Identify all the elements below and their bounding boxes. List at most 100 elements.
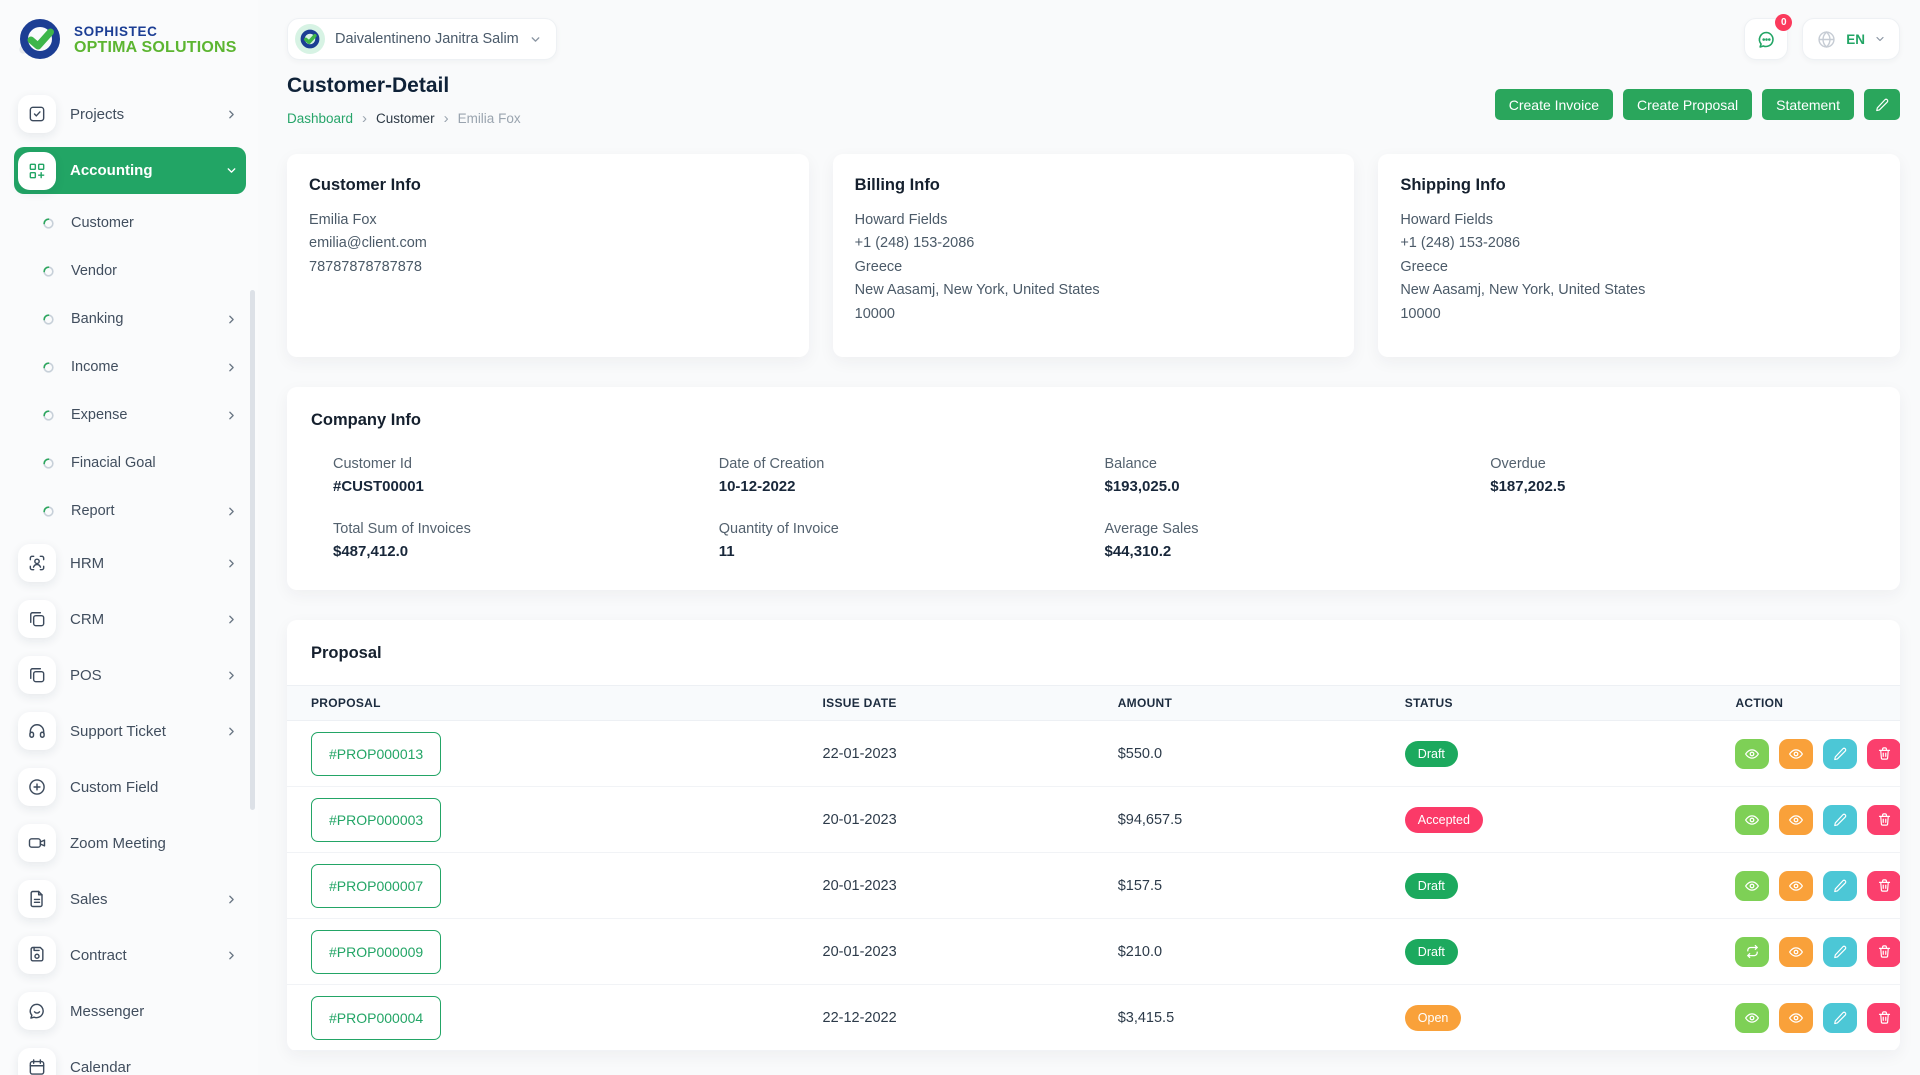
sidebar-item-customer[interactable]: Customer [14,199,246,247]
create-invoice-button[interactable]: Create Invoice [1495,89,1613,120]
preview-button[interactable] [1779,937,1813,967]
sidebar-item-report[interactable]: Report [14,487,246,535]
info-line: New Aasamj, New York, United States [1400,279,1878,302]
breadcrumb-customer[interactable]: Customer [376,111,435,126]
view-button[interactable] [1735,1003,1769,1033]
page-actions: Create Invoice Create Proposal Statement [1495,89,1900,120]
field-label: Customer Id [333,456,719,472]
sidebar-item-projects[interactable]: Projects [14,86,246,142]
headphones-icon [18,712,56,750]
sidebar-item-label: Vendor [71,263,117,279]
edit-button[interactable] [1823,805,1857,835]
sidebar-item-calendar[interactable]: Calendar [14,1039,246,1075]
delete-button[interactable] [1867,739,1900,769]
delete-button[interactable] [1867,1003,1900,1033]
sidebar-item-custom-field[interactable]: Custom Field [14,759,246,815]
sidebar-item-label: HRM [70,555,104,572]
sidebar-item-vendor[interactable]: Vendor [14,247,246,295]
row-actions [1735,805,1900,835]
sidebar-item-messenger[interactable]: Messenger [14,983,246,1039]
view-button[interactable] [1735,805,1769,835]
edit-button[interactable] [1823,937,1857,967]
view-button[interactable] [1735,871,1769,901]
column-header-status: STATUS [1405,696,1736,710]
card-title: Shipping Info [1400,176,1878,195]
calendar-icon [18,1048,56,1075]
chat-bubble-icon [1756,29,1777,50]
plus-circle-icon [18,768,56,806]
proposal-link[interactable]: #PROP000007 [311,864,441,908]
proposal-card: Proposal PROPOSALISSUE DATEAMOUNTSTATUSA… [287,620,1900,1051]
topbar: Daivalentineno Janitra Salim 0 [287,0,1900,60]
sidebar-item-contract[interactable]: Contract [14,927,246,983]
chevron-right-icon [225,557,238,570]
trash-icon [1877,944,1892,959]
sidebar-item-accounting[interactable]: Accounting [14,147,246,194]
proposal-link[interactable]: #PROP000004 [311,996,441,1040]
pencil-icon [1833,879,1847,893]
messages-button[interactable]: 0 [1744,18,1788,60]
edit-button[interactable] [1823,739,1857,769]
field-label: Overdue [1490,456,1876,472]
sidebar-item-crm[interactable]: CRM [14,591,246,647]
info-line: New Aasamj, New York, United States [855,279,1333,302]
issue-date: 20-01-2023 [823,812,1118,828]
proposal-link[interactable]: #PROP000009 [311,930,441,974]
delete-button[interactable] [1867,805,1900,835]
sidebar-item-pos[interactable]: POS [14,647,246,703]
chevron-right-icon [225,313,238,326]
edit-button[interactable] [1823,1003,1857,1033]
sidebar-item-hrm[interactable]: HRM [14,535,246,591]
view-button[interactable] [1735,739,1769,769]
status-badge: Accepted [1405,807,1483,833]
breadcrumb-dashboard[interactable]: Dashboard [287,111,353,126]
create-proposal-button[interactable]: Create Proposal [1623,89,1752,120]
row-actions [1735,739,1900,769]
proposal-link[interactable]: #PROP000003 [311,798,441,842]
preview-button[interactable] [1779,739,1813,769]
field-total-sum-of-invoices: Total Sum of Invoices $487,412.0 [333,521,719,560]
loader-icon [42,505,55,518]
brand-logo[interactable]: SOPHISTEC OPTIMA SOLUTIONS [0,0,258,70]
delete-button[interactable] [1867,937,1900,967]
preview-button[interactable] [1779,805,1813,835]
eye-icon [1744,1010,1760,1026]
sidebar-item-label: Sales [70,891,108,908]
shipping-info-card: Shipping InfoHoward Fields+1 (248) 153-2… [1378,154,1900,357]
amount: $3,415.5 [1118,1010,1405,1026]
proposal-row: #PROP000007 20-01-2023 $157.5 Draft [287,853,1900,919]
field-label: Quantity of Invoice [719,521,1105,537]
sidebar-item-banking[interactable]: Banking [14,295,246,343]
sidebar-item-expense[interactable]: Expense [14,391,246,439]
sidebar-item-finacial-goal[interactable]: Finacial Goal [14,439,246,487]
loader-icon [42,361,55,374]
field-value: #CUST00001 [333,478,719,495]
convert-button[interactable] [1735,937,1769,967]
copy-icon [18,656,56,694]
sidebar-item-label: Income [71,359,119,375]
trash-icon [1877,878,1892,893]
chevron-down-icon [529,33,542,46]
preview-button[interactable] [1779,871,1813,901]
edit-button[interactable] [1823,871,1857,901]
status-badge: Draft [1405,939,1458,965]
statement-button[interactable]: Statement [1762,89,1854,120]
sidebar-item-label: POS [70,667,102,684]
user-menu[interactable]: Daivalentineno Janitra Salim [287,18,557,60]
sidebar-item-label: Projects [70,106,124,123]
issue-date: 22-01-2023 [823,746,1118,762]
breadcrumb-current: Emilia Fox [458,111,521,126]
sidebar-item-sales[interactable]: Sales [14,871,246,927]
language-selector[interactable]: EN [1802,18,1900,60]
proposal-link[interactable]: #PROP000013 [311,732,441,776]
sidebar-scrollbar[interactable] [250,290,255,810]
preview-button[interactable] [1779,1003,1813,1033]
field-average-sales: Average Sales $44,310.2 [1105,521,1491,560]
sidebar-item-zoom-meeting[interactable]: Zoom Meeting [14,815,246,871]
trash-icon [1877,746,1892,761]
delete-button[interactable] [1867,871,1900,901]
company-logo-icon [16,16,64,64]
sidebar-item-income[interactable]: Income [14,343,246,391]
sidebar-item-support-ticket[interactable]: Support Ticket [14,703,246,759]
edit-customer-button[interactable] [1864,89,1900,120]
